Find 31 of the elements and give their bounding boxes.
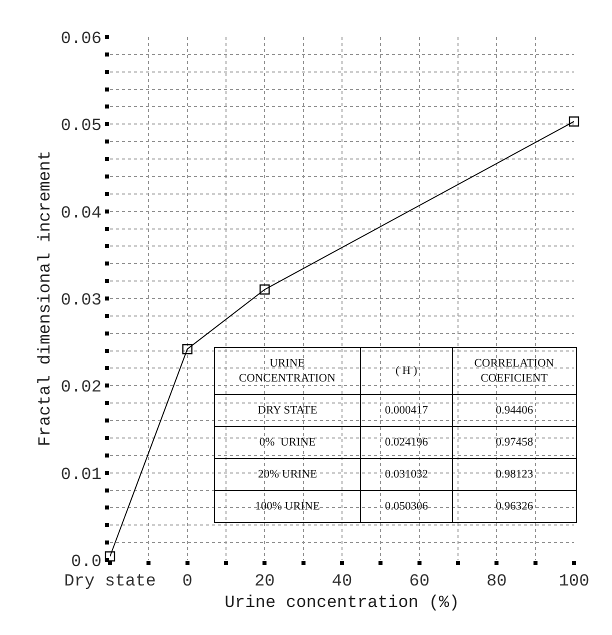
y-tick-label: 0.0 bbox=[70, 552, 102, 572]
y-tick-label: 0.01 bbox=[60, 466, 102, 485]
x-axis-title: Urine concentration (%) bbox=[224, 594, 460, 613]
y-axis-title: Fractal dimensional increment bbox=[36, 150, 56, 446]
annotation: 0.024196 bbox=[384, 436, 428, 448]
x-tick-label: Dry state bbox=[64, 572, 156, 592]
annotation: 0.97458 bbox=[496, 436, 534, 448]
annotation: ( H ) bbox=[396, 365, 418, 377]
x-tick-label: 40 bbox=[332, 572, 352, 592]
y-tick-label: 0.02 bbox=[60, 378, 102, 398]
annotation: CORRELATION COEFICIENT bbox=[474, 358, 555, 384]
annotation: 20% URINE bbox=[258, 468, 318, 480]
x-tick-label: 20 bbox=[254, 572, 275, 592]
annotation: 0.98123 bbox=[496, 468, 534, 480]
x-tick-label: 100 bbox=[558, 572, 590, 592]
annotation: 0.96326 bbox=[496, 500, 534, 512]
x-tick-label: 0 bbox=[182, 572, 192, 592]
annotation: 0.000417 bbox=[384, 404, 428, 416]
annotation: URINE CONCENTRATION bbox=[238, 358, 336, 384]
annotation: 0% URINE bbox=[259, 436, 316, 448]
y-tick-label: 0.04 bbox=[60, 204, 102, 224]
x-tick-label: 60 bbox=[409, 572, 430, 592]
y-tick-label: 0.03 bbox=[60, 291, 102, 310]
annotation: 0.94406 bbox=[496, 404, 534, 416]
y-tick-label: 0.06 bbox=[60, 30, 102, 49]
annotation: 100% URINE bbox=[255, 500, 320, 512]
y-tick-label: 0.05 bbox=[60, 117, 102, 136]
annotation: 0.050306 bbox=[384, 500, 428, 512]
annotation: 0.031032 bbox=[384, 468, 428, 480]
annotation: DRY STATE bbox=[258, 404, 318, 416]
x-tick-label: 80 bbox=[486, 572, 507, 592]
